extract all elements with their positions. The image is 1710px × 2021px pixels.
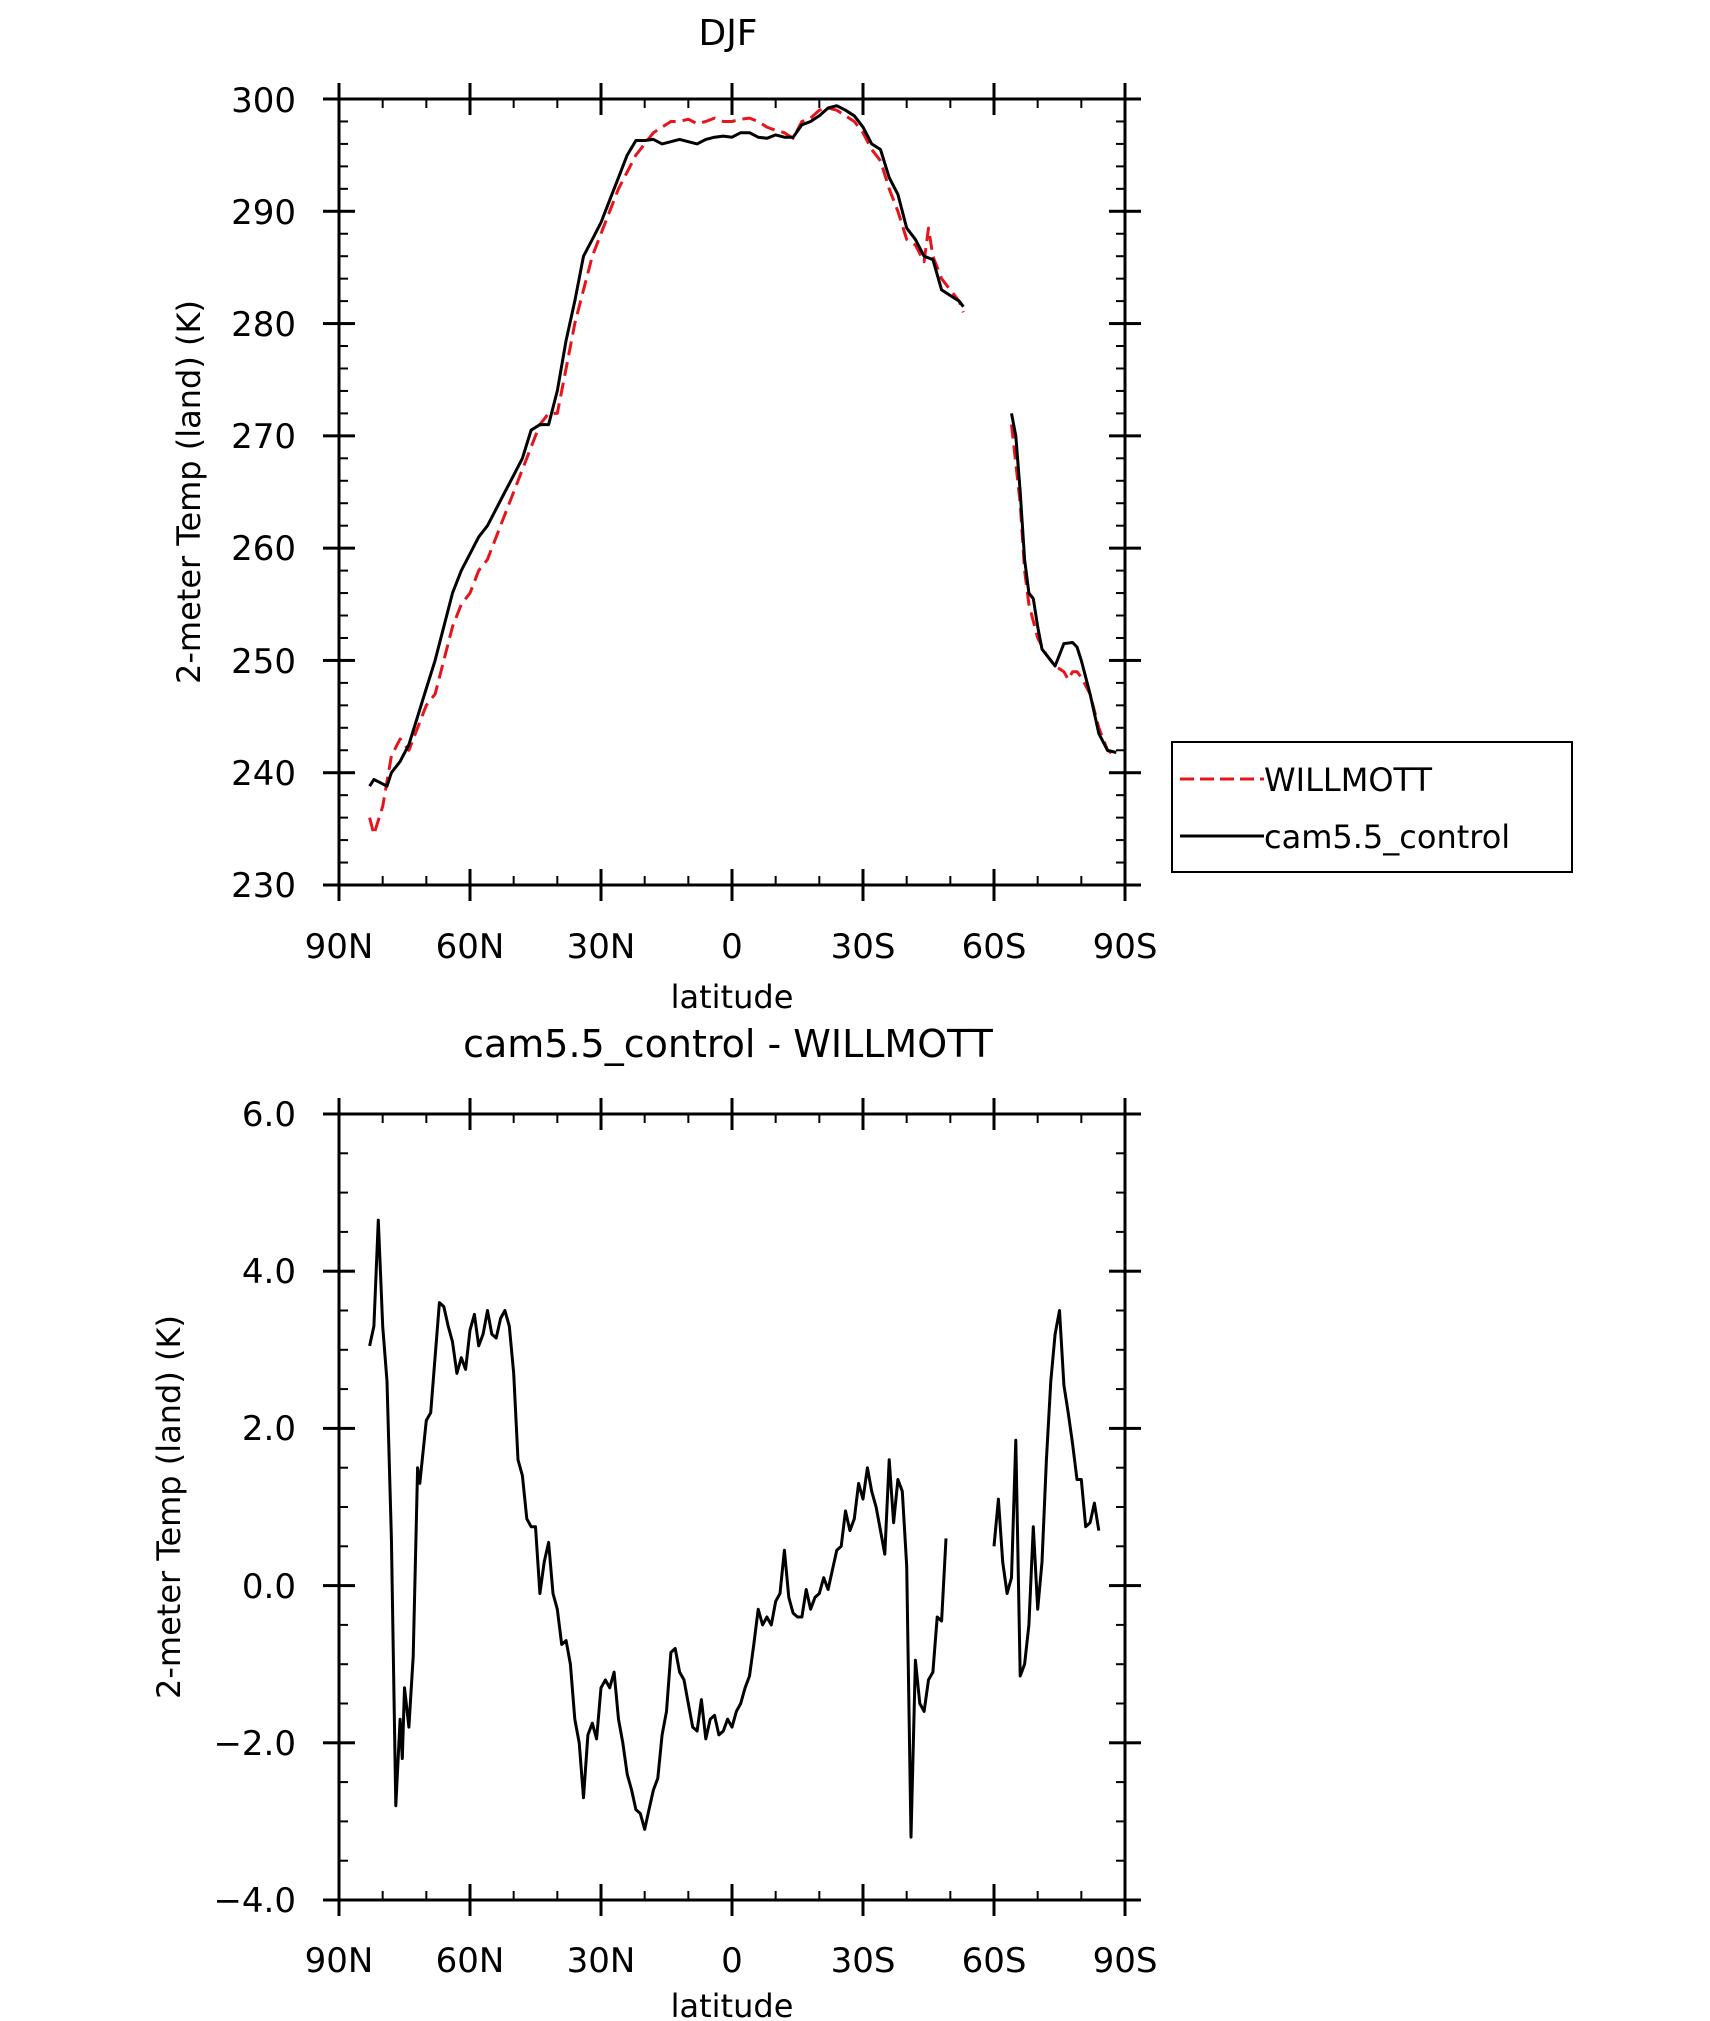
y-tick-label: −2.0 bbox=[213, 1724, 296, 1764]
plot-frame bbox=[337, 1112, 1127, 1902]
legend-label-willmott: WILLMOTT bbox=[1264, 761, 1433, 799]
legend-label-cam: cam5.5_control bbox=[1264, 818, 1510, 856]
x-tick-label: 90S bbox=[1093, 1941, 1158, 1981]
x-tick-label: 30N bbox=[567, 927, 636, 967]
y-tick-label: −4.0 bbox=[213, 1881, 296, 1921]
y-tick-label: 2.0 bbox=[242, 1409, 296, 1449]
series-line-cam5-5-control bbox=[368, 104, 965, 788]
x-tick-labels: 90N 60N 30N 0 30S 60S 90S bbox=[305, 1941, 1158, 1981]
x-tick-labels: 90N 60N 30N 0 30S 60S 90S bbox=[305, 927, 1158, 967]
y-tick-label: 290 bbox=[231, 193, 296, 233]
tick-marks bbox=[323, 1098, 1141, 1916]
x-tick-label: 60N bbox=[436, 1941, 505, 1981]
x-tick-label: 0 bbox=[721, 927, 743, 967]
x-tick-label: 60S bbox=[962, 1941, 1027, 1981]
chart-title: DJF bbox=[698, 13, 757, 54]
x-tick-label: 0 bbox=[721, 1941, 743, 1981]
y-tick-label: 4.0 bbox=[242, 1252, 296, 1292]
series-lines bbox=[368, 104, 1118, 836]
y-axis-label: 2-meter Temp (land) (K) bbox=[170, 300, 208, 684]
y-tick-label: 240 bbox=[231, 754, 296, 794]
x-axis-label: latitude bbox=[671, 978, 794, 1016]
y-tick-label: 6.0 bbox=[242, 1095, 296, 1135]
legend: WILLMOTT cam5.5_control bbox=[1171, 741, 1573, 873]
y-tick-label: 300 bbox=[231, 81, 296, 121]
y-tick-label: 270 bbox=[231, 417, 296, 457]
x-axis-label: latitude bbox=[671, 1987, 794, 2021]
y-tick-label: 280 bbox=[231, 305, 296, 345]
panel-bottom: cam5.5_control - WILLMOTT −4.0 −2.0 0.0 … bbox=[150, 1022, 1157, 2021]
series-line-cam5-5-control bbox=[1010, 413, 1117, 754]
series-line-cam5-5-control-willmott bbox=[992, 1309, 1101, 1678]
x-tick-label: 90S bbox=[1093, 927, 1158, 967]
y-tick-label: 0.0 bbox=[242, 1567, 296, 1607]
tick-marks bbox=[323, 83, 1141, 901]
series-lines bbox=[368, 1218, 1101, 1839]
y-tick-label: 250 bbox=[231, 642, 296, 682]
x-tick-label: 90N bbox=[305, 927, 374, 967]
y-tick-label: 230 bbox=[231, 866, 296, 906]
plot-frame bbox=[337, 97, 1127, 887]
x-tick-label: 30N bbox=[567, 1941, 636, 1981]
series-line-willmott bbox=[368, 106, 965, 836]
x-tick-label: 60S bbox=[962, 927, 1027, 967]
panel-top: DJF 230 240 250 260 270 280 290 300 90N … bbox=[170, 13, 1573, 1016]
y-tick-labels: −4.0 −2.0 0.0 2.0 4.0 6.0 bbox=[213, 1095, 296, 1921]
x-tick-label: 90N bbox=[305, 1941, 374, 1981]
x-tick-label: 30S bbox=[831, 927, 896, 967]
chart-title: cam5.5_control - WILLMOTT bbox=[463, 1022, 994, 1066]
y-tick-label: 260 bbox=[231, 529, 296, 569]
x-tick-label: 60N bbox=[436, 927, 505, 967]
series-line-cam5-5-control-willmott bbox=[368, 1218, 948, 1839]
plot-area bbox=[323, 1098, 1141, 1916]
legend-box bbox=[1171, 741, 1573, 873]
y-tick-labels: 230 240 250 260 270 280 290 300 bbox=[231, 81, 296, 906]
x-tick-label: 30S bbox=[831, 1941, 896, 1981]
y-axis-label: 2-meter Temp (land) (K) bbox=[150, 1315, 188, 1699]
plot-area bbox=[323, 83, 1141, 901]
